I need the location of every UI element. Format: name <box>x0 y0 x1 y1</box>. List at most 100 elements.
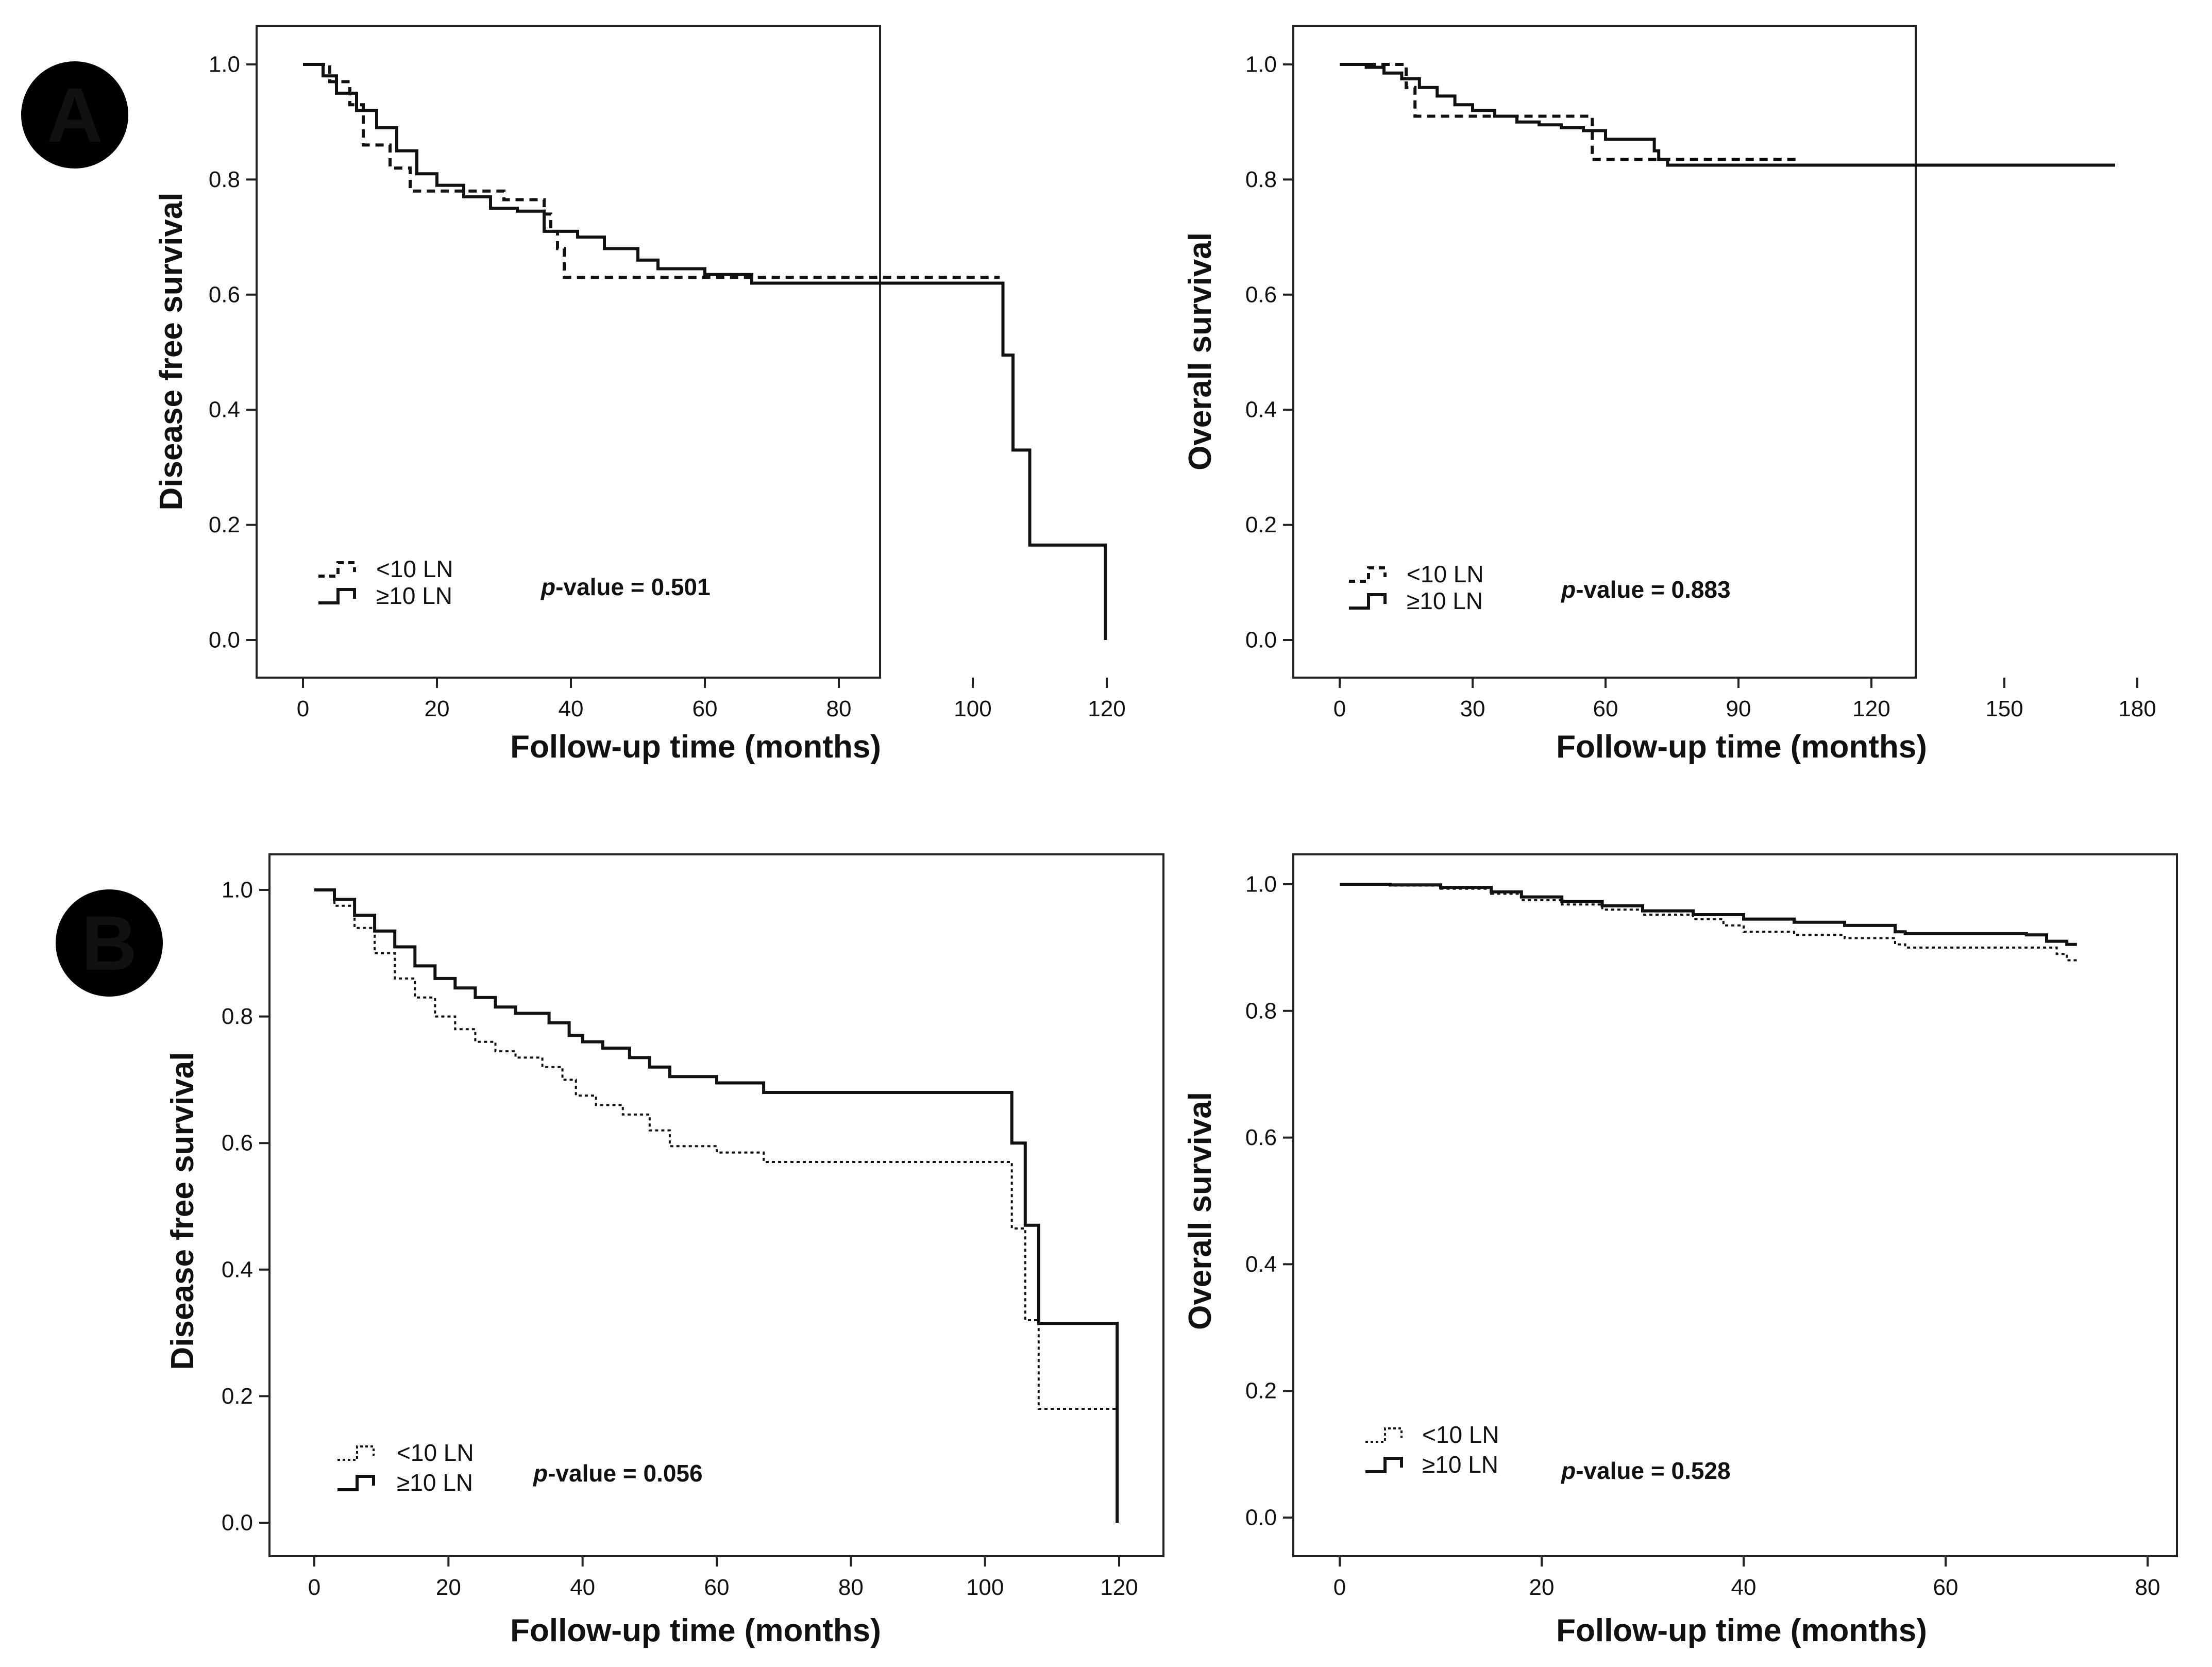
y-tick-label: 0.0 <box>1245 628 1277 653</box>
x-tick-label: 60 <box>693 696 718 721</box>
y-tick-label: 0.2 <box>222 1384 253 1409</box>
x-axis-title: Follow-up time (months) <box>510 1613 881 1648</box>
legend-label-lt10: <10 LN <box>376 555 453 582</box>
y-tick-label: 0.8 <box>222 1004 253 1029</box>
legend-swatch-lt10-ln <box>1349 566 1387 583</box>
series-line-ge10-ln <box>303 63 1107 640</box>
y-tick-label: 1.0 <box>1245 52 1277 77</box>
x-axis-title: Follow-up time (months) <box>1556 1613 1927 1648</box>
panel-badge-b-circle <box>56 889 163 997</box>
panel-badge-b: B <box>56 889 163 997</box>
legend-label-ge10: ≥10 LN <box>397 1469 473 1496</box>
x-tick-label: 80 <box>838 1575 864 1600</box>
x-tick-label: 100 <box>954 696 991 721</box>
y-tick-label: 0.4 <box>1245 1252 1277 1277</box>
x-tick-label: 80 <box>826 696 852 721</box>
x-tick-label: 20 <box>436 1575 461 1600</box>
chart-a-overall-survival: Overall survival Follow-up time (months)… <box>1183 25 2156 765</box>
p-value-text: -value = 0.528 <box>1576 1457 1730 1484</box>
y-tick-label: 0.6 <box>222 1131 253 1156</box>
x-tick-label: 80 <box>2135 1575 2160 1600</box>
x-tick-label: 60 <box>1933 1575 1958 1600</box>
y-tick-label: 0.2 <box>209 512 240 537</box>
x-tick-label: 100 <box>966 1575 1004 1600</box>
x-tick-label: 0 <box>308 1575 320 1600</box>
p-value-text: -value = 0.501 <box>555 574 710 600</box>
y-tick-label: 0.0 <box>1245 1505 1277 1530</box>
x-tick-label: 120 <box>1852 696 1890 721</box>
p-value-prefix: p <box>1560 1457 1576 1484</box>
x-tick-label: 0 <box>297 696 309 721</box>
panel-badge-a-circle <box>21 61 128 169</box>
legend-swatch-ge10-ln <box>337 1475 375 1491</box>
series-line-lt10-ln <box>1340 883 2077 962</box>
panel-letter-b: B <box>81 900 137 986</box>
y-tick-label: 1.0 <box>209 52 240 77</box>
y-axis-title: Disease free survival <box>154 193 189 511</box>
x-tick-label: 60 <box>704 1575 730 1600</box>
x-tick-label: 40 <box>559 696 584 721</box>
y-axis-title: Disease free survival <box>165 1052 200 1370</box>
y-tick-label: 0.6 <box>1245 282 1277 307</box>
x-axis-title: Follow-up time (months) <box>510 729 881 765</box>
legend-swatch-ge10-ln <box>1349 593 1387 610</box>
series-line-lt10-ln <box>314 889 1119 1523</box>
chart-a-disease-free-survival: Disease free survival Follow-up time (mo… <box>154 25 1126 765</box>
legend-label-ge10: ≥10 LN <box>1407 587 1483 614</box>
y-axis-title: Overall survival <box>1183 232 1218 470</box>
y-tick-label: 0.8 <box>209 167 240 192</box>
p-value-label: p-value = 0.056 <box>532 1460 703 1487</box>
x-tick-label: 120 <box>1100 1575 1138 1600</box>
p-value-text: -value = 0.883 <box>1576 576 1730 603</box>
legend-swatch-ge10-ln <box>318 588 356 604</box>
y-axis-title: Overall survival <box>1183 1092 1218 1330</box>
x-tick-label: 120 <box>1088 696 1125 721</box>
x-tick-label: 30 <box>1460 696 1485 721</box>
legend-swatch-lt10-ln <box>318 561 356 578</box>
panel-badge-a: A <box>21 61 128 169</box>
p-value-text: -value = 0.056 <box>548 1460 702 1487</box>
y-tick-label: 0.4 <box>1245 397 1277 423</box>
x-tick-label: 20 <box>1529 1575 1555 1600</box>
p-value-prefix: p <box>540 574 555 600</box>
legend-label-ge10: ≥10 LN <box>1422 1451 1498 1478</box>
p-value-prefix: p <box>532 1460 548 1487</box>
chart-b-disease-free-survival: Disease free survival Follow-up time (mo… <box>165 853 1164 1648</box>
x-tick-label: 180 <box>2118 696 2156 721</box>
y-tick-label: 0.8 <box>1245 167 1277 192</box>
series-line-ge10-ln <box>314 888 1119 1523</box>
legend-label-ge10: ≥10 LN <box>376 582 452 609</box>
x-tick-label: 150 <box>1985 696 2023 721</box>
y-tick-label: 1.0 <box>1245 872 1277 897</box>
legend-label-lt10: <10 LN <box>397 1439 474 1466</box>
x-tick-label: 0 <box>1333 1575 1346 1600</box>
series-line-lt10-ln <box>303 63 1000 279</box>
y-tick-label: 0.0 <box>222 1510 253 1536</box>
y-tick-label: 0.2 <box>1245 1378 1277 1404</box>
y-tick-label: 0.2 <box>1245 512 1277 537</box>
plot-frame <box>1292 853 2178 1557</box>
y-tick-label: 0.6 <box>1245 1125 1277 1150</box>
x-tick-label: 90 <box>1726 696 1751 721</box>
p-value-label: p-value = 0.501 <box>540 574 711 600</box>
x-axis-title: Follow-up time (months) <box>1556 729 1927 765</box>
legend-swatch-lt10-ln <box>337 1445 375 1461</box>
x-tick-label: 0 <box>1333 696 1346 721</box>
series-line-ge10-ln <box>1340 63 2115 167</box>
y-tick-label: 0.4 <box>209 397 240 423</box>
panel-letter-a: A <box>47 72 103 158</box>
legend-label-lt10: <10 LN <box>1422 1421 1499 1448</box>
legend-label-lt10: <10 LN <box>1407 561 1484 587</box>
legend-swatch-ge10-ln <box>1365 1457 1403 1473</box>
x-tick-label: 40 <box>1731 1575 1757 1600</box>
x-tick-label: 60 <box>1593 696 1618 721</box>
y-tick-label: 1.0 <box>222 878 253 903</box>
y-tick-label: 0.0 <box>209 628 240 653</box>
series-line-ge10-ln <box>1340 883 2077 946</box>
plot-frame <box>256 25 881 679</box>
p-value-prefix: p <box>1560 576 1576 603</box>
p-value-label: p-value = 0.883 <box>1560 576 1731 603</box>
y-tick-label: 0.8 <box>1245 998 1277 1023</box>
p-value-label: p-value = 0.528 <box>1560 1457 1731 1484</box>
